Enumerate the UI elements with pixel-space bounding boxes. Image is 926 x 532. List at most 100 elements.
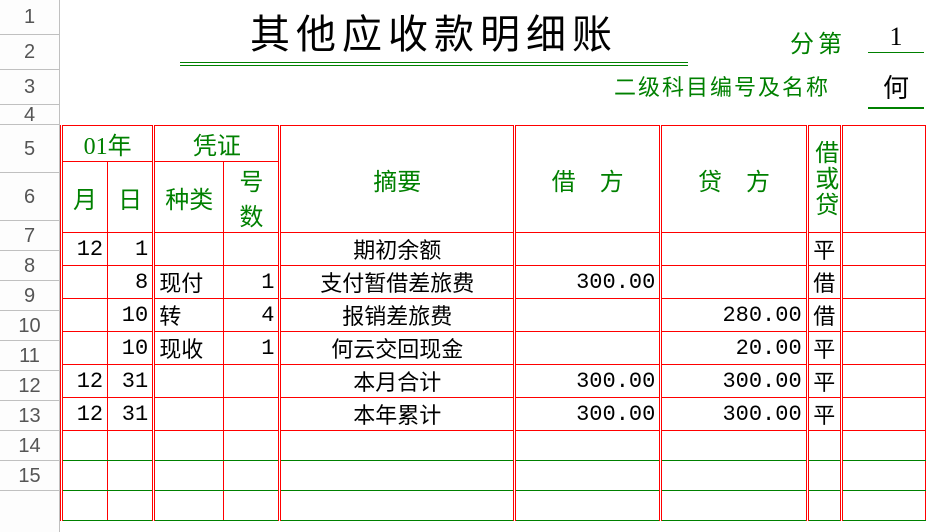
- cell-dc[interactable]: 平: [807, 332, 841, 365]
- row-number[interactable]: 4: [0, 105, 59, 125]
- cell-credit[interactable]: [661, 431, 807, 461]
- row-number[interactable]: 8: [0, 251, 59, 281]
- cell-debit[interactable]: [515, 299, 661, 332]
- table-row[interactable]: [62, 491, 926, 521]
- cell-credit[interactable]: [661, 461, 807, 491]
- row-number[interactable]: 1: [0, 0, 59, 35]
- cell-debit[interactable]: [515, 461, 661, 491]
- cell-dc[interactable]: 平: [807, 398, 841, 431]
- cell-kind[interactable]: 现付: [154, 266, 224, 299]
- table-row[interactable]: [62, 431, 926, 461]
- cell-kind[interactable]: [154, 233, 224, 266]
- cell-summary[interactable]: 本月合计: [280, 365, 515, 398]
- cell-summary[interactable]: [280, 491, 515, 521]
- subject-value[interactable]: 何: [868, 68, 924, 109]
- cell-num[interactable]: 1: [224, 332, 280, 365]
- cell-credit[interactable]: [661, 491, 807, 521]
- cell-dc[interactable]: [807, 491, 841, 521]
- cell-summary[interactable]: 支付暂借差旅费: [280, 266, 515, 299]
- row-number[interactable]: 15: [0, 461, 59, 491]
- cell-credit[interactable]: [661, 266, 807, 299]
- cell-day[interactable]: 10: [108, 299, 154, 332]
- cell-month[interactable]: [62, 332, 108, 365]
- cell-summary[interactable]: 报销差旅费: [280, 299, 515, 332]
- table-row[interactable]: 10现收1何云交回现金 20.00平: [62, 332, 926, 365]
- cell-balance[interactable]: [841, 461, 925, 491]
- cell-debit[interactable]: 300.00: [515, 266, 661, 299]
- cell-day[interactable]: 1: [108, 233, 154, 266]
- cell-balance[interactable]: [841, 233, 925, 266]
- cell-dc[interactable]: 借: [807, 299, 841, 332]
- cell-debit[interactable]: 300.00: [515, 398, 661, 431]
- cell-credit[interactable]: [661, 233, 807, 266]
- table-row[interactable]: 1231本月合计300.00300.00平: [62, 365, 926, 398]
- cell-balance[interactable]: [841, 299, 925, 332]
- table-row[interactable]: 10转4报销差旅费280.00借: [62, 299, 926, 332]
- cell-month[interactable]: [62, 461, 108, 491]
- table-row[interactable]: [62, 461, 926, 491]
- table-row[interactable]: 1231本年累计300.00300.00平: [62, 398, 926, 431]
- cell-kind[interactable]: 现收: [154, 332, 224, 365]
- cell-day[interactable]: 31: [108, 398, 154, 431]
- cell-credit[interactable]: 280.00: [661, 299, 807, 332]
- cell-debit[interactable]: [515, 431, 661, 461]
- cell-kind[interactable]: 转: [154, 299, 224, 332]
- row-number[interactable]: 12: [0, 371, 59, 401]
- cell-balance[interactable]: [841, 431, 925, 461]
- row-number[interactable]: 6: [0, 173, 59, 221]
- row-number[interactable]: 3: [0, 70, 59, 105]
- cell-day[interactable]: [108, 461, 154, 491]
- cell-summary[interactable]: 本年累计: [280, 398, 515, 431]
- cell-summary[interactable]: [280, 461, 515, 491]
- cell-kind[interactable]: [154, 461, 224, 491]
- cell-num[interactable]: [224, 233, 280, 266]
- row-number[interactable]: 5: [0, 125, 59, 173]
- cell-day[interactable]: [108, 431, 154, 461]
- cell-balance[interactable]: [841, 266, 925, 299]
- cell-kind[interactable]: [154, 491, 224, 521]
- cell-balance[interactable]: [841, 365, 925, 398]
- cell-summary[interactable]: 何云交回现金: [280, 332, 515, 365]
- row-number[interactable]: 13: [0, 401, 59, 431]
- cell-num[interactable]: [224, 491, 280, 521]
- cell-balance[interactable]: [841, 398, 925, 431]
- cell-num[interactable]: [224, 365, 280, 398]
- cell-num[interactable]: [224, 431, 280, 461]
- cell-dc[interactable]: 平: [807, 233, 841, 266]
- row-number[interactable]: 2: [0, 35, 59, 70]
- cell-kind[interactable]: [154, 398, 224, 431]
- cell-dc[interactable]: 借: [807, 266, 841, 299]
- table-row[interactable]: 8现付1支付暂借差旅费300.00 借: [62, 266, 926, 299]
- cell-debit[interactable]: [515, 332, 661, 365]
- cell-kind[interactable]: [154, 431, 224, 461]
- row-number[interactable]: 10: [0, 311, 59, 341]
- cell-credit[interactable]: 300.00: [661, 365, 807, 398]
- row-number[interactable]: 14: [0, 431, 59, 461]
- cell-credit[interactable]: 20.00: [661, 332, 807, 365]
- row-number[interactable]: 9: [0, 281, 59, 311]
- cell-dc[interactable]: [807, 461, 841, 491]
- cell-month[interactable]: 12: [62, 233, 108, 266]
- page-number[interactable]: 1: [868, 22, 924, 53]
- cell-num[interactable]: 1: [224, 266, 280, 299]
- cell-summary[interactable]: 期初余额: [280, 233, 515, 266]
- cell-dc[interactable]: [807, 431, 841, 461]
- cell-balance[interactable]: [841, 491, 925, 521]
- row-number[interactable]: 11: [0, 341, 59, 371]
- cell-day[interactable]: 8: [108, 266, 154, 299]
- cell-debit[interactable]: 300.00: [515, 365, 661, 398]
- cell-day[interactable]: 31: [108, 365, 154, 398]
- cell-debit[interactable]: [515, 233, 661, 266]
- cell-debit[interactable]: [515, 491, 661, 521]
- cell-dc[interactable]: 平: [807, 365, 841, 398]
- cell-day[interactable]: [108, 491, 154, 521]
- cell-credit[interactable]: 300.00: [661, 398, 807, 431]
- cell-month[interactable]: [62, 431, 108, 461]
- cell-day[interactable]: 10: [108, 332, 154, 365]
- cell-month[interactable]: 12: [62, 398, 108, 431]
- cell-month[interactable]: [62, 491, 108, 521]
- table-row[interactable]: 121 期初余额 平: [62, 233, 926, 266]
- cell-month[interactable]: 12: [62, 365, 108, 398]
- ledger-table[interactable]: 01年 凭证 摘要 借 方 贷 方 借或贷 月 日 种类 号数: [60, 125, 926, 521]
- cell-num[interactable]: [224, 398, 280, 431]
